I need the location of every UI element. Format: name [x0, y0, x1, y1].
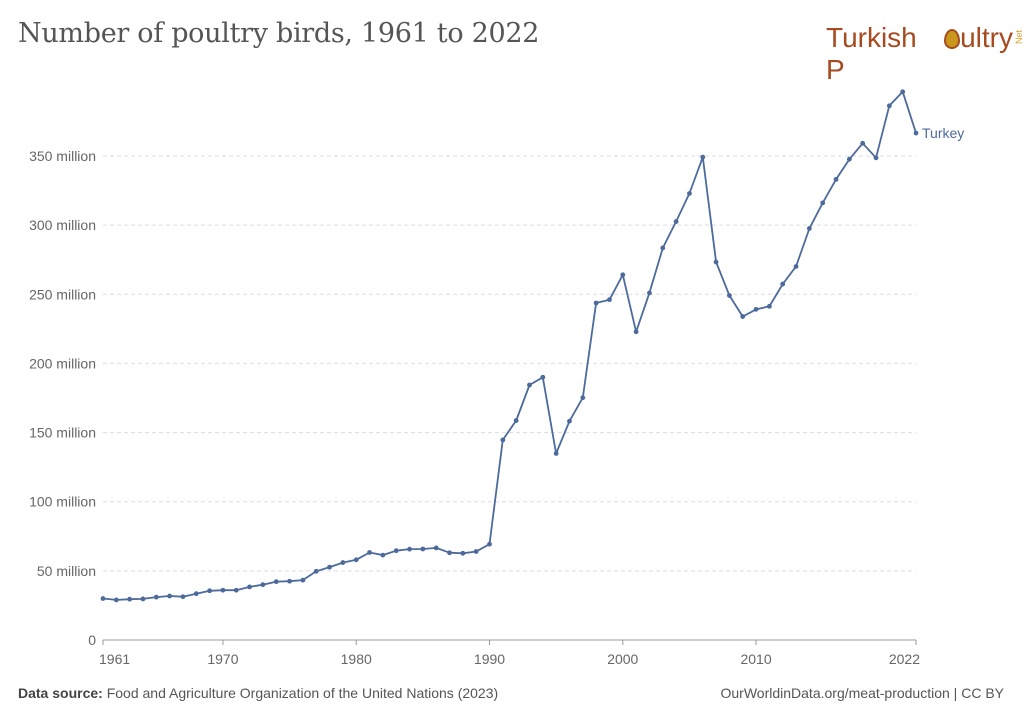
data-point — [833, 176, 839, 182]
y-tick-label: 350 million — [29, 148, 96, 164]
data-point — [553, 451, 559, 456]
data-point — [433, 545, 439, 551]
data-point — [300, 577, 306, 583]
series-line — [102, 90, 917, 601]
data-point — [673, 219, 679, 224]
gridlines — [103, 155, 916, 572]
data-point — [340, 560, 346, 565]
data-point — [633, 329, 639, 335]
data-point — [780, 281, 786, 287]
data-point — [380, 552, 386, 558]
logo-text-second: ultry — [960, 22, 1013, 53]
x-tick-label: 2000 — [607, 651, 638, 667]
data-point — [793, 264, 799, 269]
data-point — [766, 303, 772, 309]
y-tick-label: 250 million — [29, 286, 96, 302]
data-point — [860, 140, 866, 146]
data-point — [886, 103, 892, 109]
data-point — [207, 588, 213, 594]
data-point — [593, 300, 599, 306]
data-point — [273, 579, 279, 585]
data-point — [500, 437, 506, 443]
y-tick-label: 100 million — [29, 494, 96, 510]
data-point — [900, 89, 906, 95]
data-point — [913, 130, 919, 136]
data-point — [247, 584, 253, 590]
egg-icon — [944, 29, 961, 49]
y-tick-label: 0 — [88, 632, 96, 648]
data-point — [513, 418, 519, 423]
data-point — [233, 587, 239, 593]
data-point — [713, 259, 719, 265]
data-source-text: Food and Agriculture Organization of the… — [106, 685, 499, 701]
data-point — [873, 155, 879, 161]
data-point — [127, 596, 133, 602]
y-tick-label: 200 million — [29, 355, 96, 371]
logo-text-first: Turkish P — [826, 22, 917, 85]
x-tick-label: 1980 — [341, 651, 372, 667]
data-point — [353, 557, 359, 563]
data-point — [607, 297, 612, 303]
data-point — [153, 594, 159, 600]
series-label: Turkey — [922, 125, 964, 141]
data-point — [567, 418, 572, 424]
data-point — [527, 382, 532, 388]
data-point — [473, 549, 479, 554]
data-point — [647, 290, 652, 296]
data-point — [167, 593, 173, 599]
y-axis: 0 50 million 100 million 150 million 200 mil… — [29, 148, 96, 648]
data-point — [100, 596, 106, 601]
data-point — [820, 200, 826, 206]
data-point — [487, 541, 492, 547]
data-point — [700, 154, 706, 160]
data-point — [287, 578, 292, 584]
data-point — [313, 568, 319, 574]
data-point — [460, 550, 466, 556]
data-point — [393, 548, 399, 554]
data-point — [113, 597, 119, 603]
data-point — [140, 596, 146, 602]
data-point — [580, 395, 586, 401]
data-point — [753, 306, 759, 312]
data-point — [687, 191, 692, 196]
series-layer: Turkey — [100, 89, 964, 603]
data-point — [327, 564, 332, 570]
data-point — [806, 226, 812, 231]
data-point — [740, 314, 746, 319]
data-point — [193, 591, 199, 597]
chart-title: Number of poultry birds, 1961 to 2022 — [18, 18, 540, 49]
data-point — [180, 594, 186, 600]
data-point — [220, 587, 226, 593]
x-tick-label: 1990 — [474, 651, 505, 667]
attribution-link[interactable]: OurWorldinData.org/meat-production | CC … — [720, 685, 1005, 701]
data-point — [660, 245, 666, 251]
x-tick-label: 2010 — [740, 651, 771, 667]
data-point — [447, 550, 452, 556]
y-tick-label: 50 million — [37, 563, 96, 579]
data-point — [420, 546, 426, 552]
data-source-label: Data source: — [18, 685, 103, 701]
data-point — [727, 293, 732, 298]
data-point — [620, 272, 626, 278]
data-point — [367, 550, 372, 555]
data-point — [260, 582, 266, 588]
data-point — [407, 546, 412, 552]
x-axis: 1961 1970 1980 1990 2000 2010 2022 — [99, 639, 920, 667]
y-tick-label: 300 million — [29, 217, 96, 233]
x-tick-label: 1961 — [99, 651, 130, 667]
y-tick-label: 150 million — [29, 425, 96, 441]
x-tick-label: 1970 — [207, 651, 238, 667]
turkish-poultry-logo: Turkish P ultry Net — [826, 22, 1024, 85]
x-tick-label: 2022 — [889, 651, 920, 667]
data-point — [846, 156, 852, 162]
data-point — [540, 374, 546, 380]
data-source: Data source: Food and Agriculture Organi… — [18, 685, 498, 701]
